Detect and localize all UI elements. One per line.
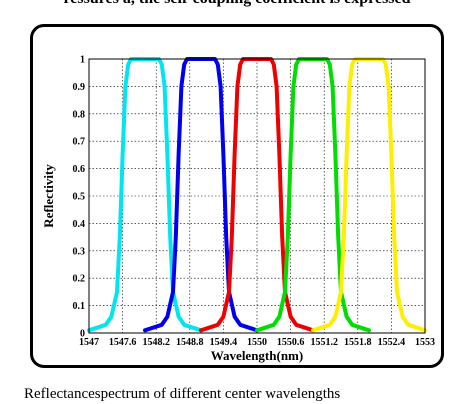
x-tick-label: 1548.2: [142, 337, 170, 348]
y-tick-label: 0.1: [73, 301, 86, 312]
y-tick-label: 0.5: [73, 192, 86, 203]
y-tick-label: 0.3: [73, 246, 86, 257]
series-line-2: [143, 57, 259, 333]
grid: [89, 59, 425, 333]
figure-caption: Reflectancespectrum of different center …: [24, 386, 341, 402]
y-tick-label: 0.7: [73, 137, 86, 148]
x-tick-label: 1547: [79, 337, 99, 348]
x-tick-label: 1551.2: [310, 337, 338, 348]
y-tick-label: 0.9: [73, 82, 86, 93]
x-tick-label: 1552.4: [378, 337, 406, 348]
axis-ticks: 1547 1547.6 1548.2 1548.8 1549.4 1550 1550.6 15…: [73, 55, 436, 349]
x-tick-label: 1551.8: [344, 337, 372, 348]
y-tick-label: 0.6: [73, 164, 86, 175]
x-tick-label: 1550.6: [277, 337, 305, 348]
series-line-3: [199, 57, 315, 333]
series-line-4: [255, 57, 371, 333]
x-tick-label: 1553: [415, 337, 435, 348]
top-text: ressures a, the self-coupling coefficien…: [0, 0, 474, 8]
y-tick-label: 0: [80, 329, 85, 340]
x-tick-label: 1547.6: [109, 337, 137, 348]
y-tick-label: 1: [80, 55, 85, 66]
y-axis-title: Reflectivity: [41, 164, 56, 228]
y-tick-label: 0.8: [73, 109, 86, 120]
plot-area-border: [88, 58, 426, 334]
x-tick-label: 1548.8: [176, 337, 204, 348]
x-axis-title: Wavelength(nm): [211, 348, 303, 363]
y-tick-label: 0.4: [73, 219, 86, 230]
chart-frame: 1547 1547.6 1548.2 1548.8 1549.4 1550 1550.6 15…: [30, 24, 444, 368]
series-line-1: [87, 57, 203, 333]
reflectivity-chart: 1547 1547.6 1548.2 1548.8 1549.4 1550 1550.6 15…: [41, 55, 436, 364]
y-tick-label: 0.2: [73, 274, 86, 285]
series-line-5: [311, 57, 427, 333]
series-group: [87, 57, 427, 333]
x-tick-label: 1550: [247, 337, 267, 348]
x-tick-label: 1549.4: [210, 337, 238, 348]
